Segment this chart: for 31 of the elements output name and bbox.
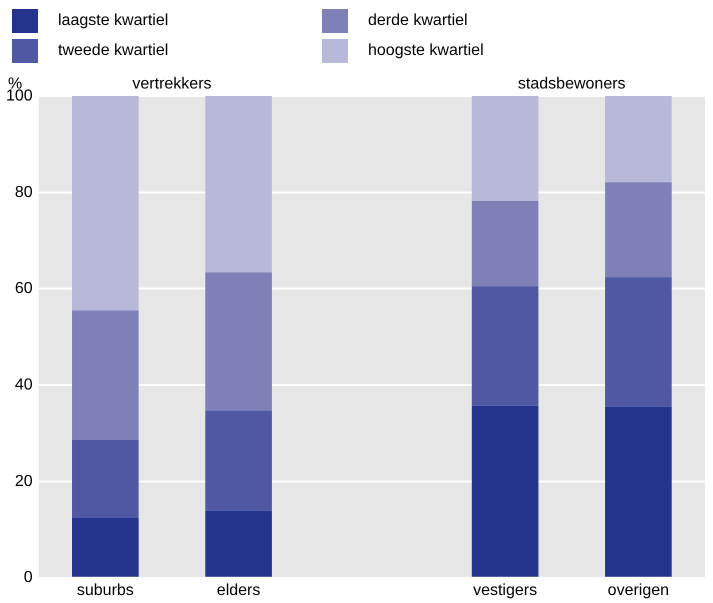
bar	[472, 201, 538, 286]
legend-label: derde kwartiel	[368, 12, 468, 30]
text: stadsbewoners	[518, 75, 626, 92]
legend-label: laagste kwartiel	[58, 12, 168, 30]
legend-label: hoogste kwartiel	[368, 42, 484, 60]
bar	[605, 96, 672, 182]
bar	[605, 277, 672, 407]
bar	[205, 272, 272, 411]
bar	[72, 96, 139, 310]
y-tick-label: 0	[24, 569, 33, 586]
y-tick-label: 20	[14, 472, 33, 490]
x-tick-label: suburbs	[76, 582, 134, 599]
bar	[605, 406, 672, 577]
text: vertrekkers	[132, 75, 212, 92]
x-tick-label: vestigers	[473, 582, 538, 599]
bar	[605, 182, 672, 278]
bar	[72, 518, 139, 577]
bar	[205, 410, 272, 511]
bar	[472, 286, 538, 406]
x-tick-label: overigen	[608, 582, 670, 599]
y-tick-label: 60	[14, 280, 33, 298]
y-tick-label: 40	[14, 376, 33, 394]
bar	[205, 96, 272, 272]
bar	[72, 440, 139, 518]
bar	[72, 310, 139, 440]
bar	[205, 510, 272, 577]
y-tick-label: 80	[14, 184, 33, 201]
bar	[472, 406, 538, 577]
bar	[472, 96, 538, 202]
x-tick-label: elders	[216, 582, 260, 599]
legend-label: tweede kwartiel	[58, 42, 168, 60]
